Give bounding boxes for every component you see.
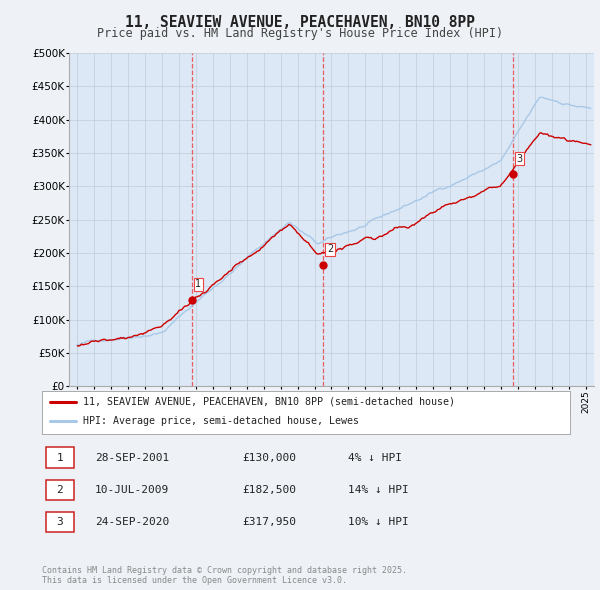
FancyBboxPatch shape bbox=[46, 480, 74, 500]
FancyBboxPatch shape bbox=[46, 447, 74, 468]
FancyBboxPatch shape bbox=[46, 512, 74, 532]
Text: 10% ↓ HPI: 10% ↓ HPI bbox=[348, 517, 409, 527]
Text: 11, SEAVIEW AVENUE, PEACEHAVEN, BN10 8PP (semi-detached house): 11, SEAVIEW AVENUE, PEACEHAVEN, BN10 8PP… bbox=[83, 397, 455, 407]
Text: £182,500: £182,500 bbox=[242, 485, 296, 495]
Text: 28-SEP-2001: 28-SEP-2001 bbox=[95, 453, 169, 463]
Text: £317,950: £317,950 bbox=[242, 517, 296, 527]
Text: 10-JUL-2009: 10-JUL-2009 bbox=[95, 485, 169, 495]
Text: 3: 3 bbox=[56, 517, 64, 527]
Text: 1: 1 bbox=[56, 453, 64, 463]
Text: 4% ↓ HPI: 4% ↓ HPI bbox=[348, 453, 402, 463]
Text: 1: 1 bbox=[195, 279, 201, 289]
Text: HPI: Average price, semi-detached house, Lewes: HPI: Average price, semi-detached house,… bbox=[83, 417, 359, 427]
Text: 24-SEP-2020: 24-SEP-2020 bbox=[95, 517, 169, 527]
Text: 11, SEAVIEW AVENUE, PEACEHAVEN, BN10 8PP: 11, SEAVIEW AVENUE, PEACEHAVEN, BN10 8PP bbox=[125, 15, 475, 30]
Text: 14% ↓ HPI: 14% ↓ HPI bbox=[348, 485, 409, 495]
Text: 2: 2 bbox=[56, 485, 64, 495]
Text: Contains HM Land Registry data © Crown copyright and database right 2025.
This d: Contains HM Land Registry data © Crown c… bbox=[42, 566, 407, 585]
Text: 3: 3 bbox=[517, 154, 523, 164]
Text: £130,000: £130,000 bbox=[242, 453, 296, 463]
Text: Price paid vs. HM Land Registry's House Price Index (HPI): Price paid vs. HM Land Registry's House … bbox=[97, 27, 503, 40]
Text: 2: 2 bbox=[327, 244, 333, 254]
